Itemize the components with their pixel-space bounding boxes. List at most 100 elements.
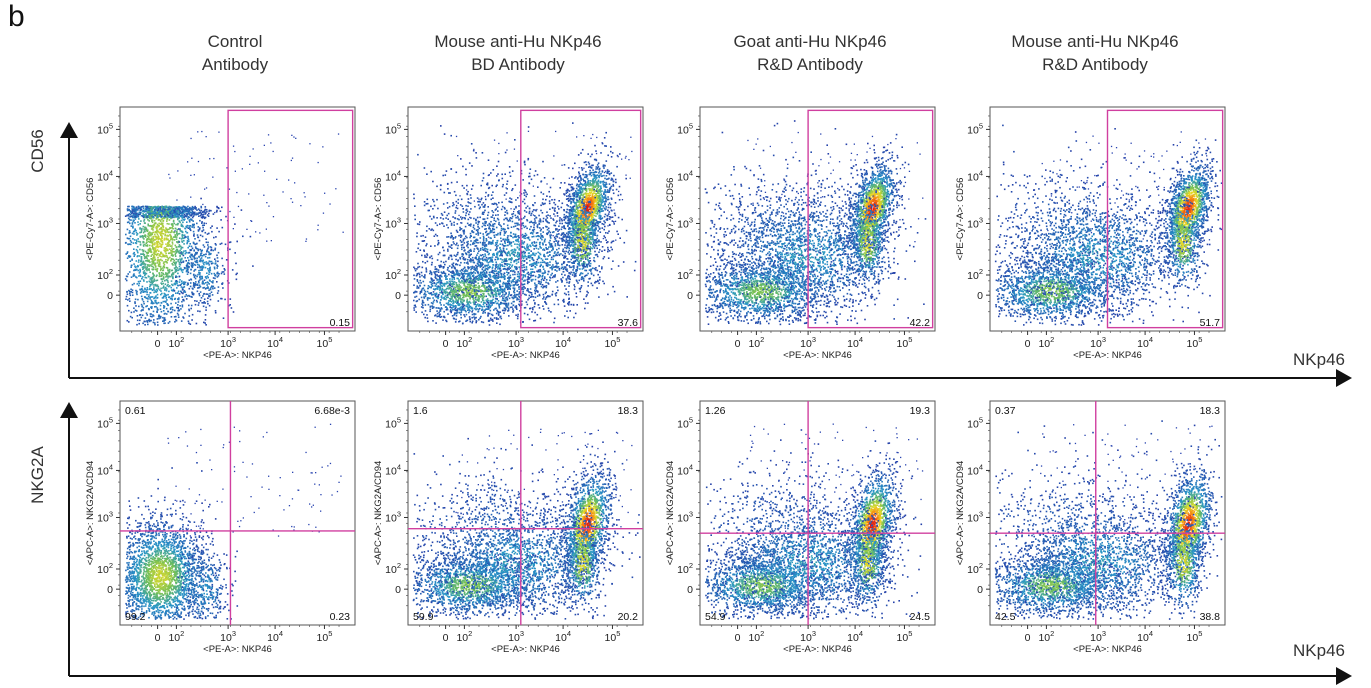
event-dot [465, 270, 467, 272]
event-dot [592, 212, 594, 215]
event-dot [212, 249, 214, 252]
event-dot [139, 319, 141, 322]
event-dot [232, 228, 234, 230]
event-dot [194, 260, 196, 263]
event-dot [151, 258, 154, 261]
event-dot [589, 224, 591, 227]
event-dot [178, 206, 180, 208]
event-dot [573, 232, 576, 235]
event-dot [218, 273, 220, 275]
event-dot [579, 216, 581, 218]
event-dot [604, 213, 607, 216]
event-dot [574, 237, 576, 240]
event-dot [588, 163, 591, 165]
event-dot [167, 293, 169, 296]
event-dot [150, 319, 152, 322]
event-dot [158, 265, 161, 268]
event-dot [209, 298, 212, 301]
event-dot [169, 212, 172, 215]
event-dot [566, 191, 569, 194]
event-dot [146, 321, 149, 323]
event-dot [209, 266, 211, 269]
event-dot [305, 238, 308, 240]
event-dot [593, 180, 596, 183]
event-dot [135, 289, 137, 292]
event-dot [213, 236, 215, 239]
event-dot [143, 280, 145, 282]
event-dot [136, 233, 139, 235]
event-dot [460, 277, 462, 280]
event-dot [528, 277, 531, 279]
event-dot [603, 137, 606, 139]
event-dot [156, 293, 159, 296]
event-dot [159, 265, 162, 268]
event-dot [164, 283, 167, 285]
event-dot [591, 196, 593, 199]
event-dot [597, 195, 600, 197]
event-dot [195, 284, 197, 286]
event-dot [131, 316, 133, 319]
event-dot [203, 224, 205, 226]
event-dot [557, 230, 559, 232]
event-dot [159, 269, 162, 272]
event-dot [201, 235, 204, 238]
event-dot [593, 197, 595, 200]
event-dot [593, 242, 595, 244]
event-dot [169, 234, 172, 237]
event-dot [136, 246, 139, 248]
event-dot [151, 260, 153, 263]
event-dot [150, 216, 153, 219]
event-dot [486, 298, 489, 300]
event-dot [585, 170, 587, 173]
event-dot [593, 201, 595, 204]
event-dot [564, 266, 567, 268]
event-dot [594, 229, 596, 232]
event-dot [146, 281, 148, 283]
event-dot [578, 229, 580, 232]
event-dot [207, 262, 210, 264]
event-dot [214, 258, 216, 260]
event-dot [188, 216, 191, 219]
event-dot [574, 221, 576, 224]
event-dot [553, 236, 556, 239]
event-dot [160, 251, 162, 254]
event-dot [584, 212, 587, 214]
event-dot [592, 205, 595, 207]
event-dot [149, 292, 151, 294]
event-dot [212, 213, 215, 215]
event-dot [160, 209, 162, 212]
event-dot [571, 255, 573, 258]
event-dot [130, 211, 132, 214]
event-dot [583, 238, 586, 241]
event-dot [181, 216, 183, 218]
event-dot [584, 192, 586, 195]
event-dot [163, 247, 166, 249]
event-dot [159, 214, 161, 216]
event-dot [604, 196, 606, 198]
event-dot [581, 216, 583, 218]
event-dot [140, 253, 142, 255]
event-dot [607, 154, 609, 157]
event-dot [151, 289, 154, 292]
event-dot [324, 192, 326, 194]
event-dot [575, 203, 577, 205]
event-dot [199, 275, 201, 278]
event-dot [465, 269, 467, 271]
event-dot [565, 211, 568, 213]
event-dot [180, 269, 183, 271]
event-dot [175, 213, 178, 216]
event-dot [214, 211, 216, 214]
event-dot [152, 261, 155, 263]
event-dot [181, 236, 184, 238]
event-dot [168, 208, 170, 211]
event-dot [614, 202, 617, 204]
event-dot [250, 220, 252, 222]
event-dot [154, 323, 156, 326]
event-dot [218, 230, 220, 233]
event-dot [175, 212, 178, 214]
event-dot [157, 315, 160, 318]
event-dot [126, 209, 129, 212]
event-dot [153, 209, 156, 211]
event-dot [200, 216, 203, 219]
event-dot [597, 206, 600, 208]
